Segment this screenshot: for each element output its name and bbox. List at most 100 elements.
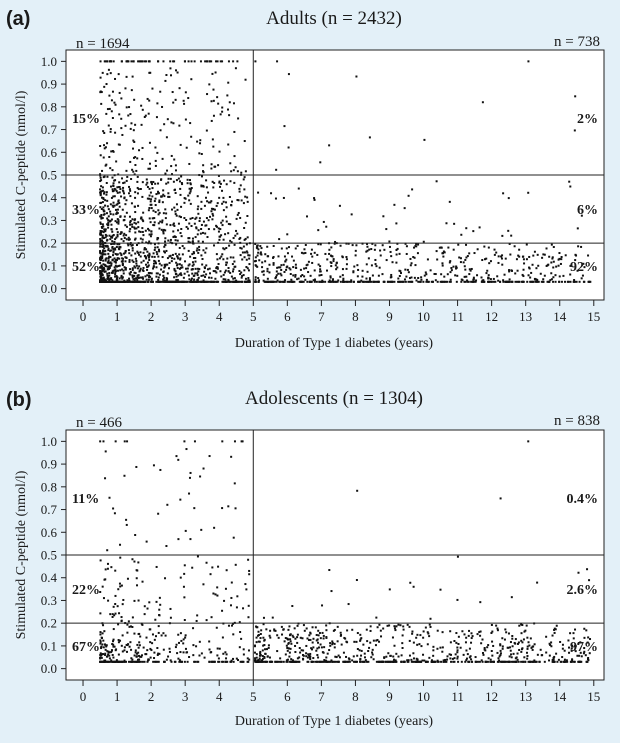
data-point bbox=[191, 261, 194, 264]
data-point bbox=[99, 221, 102, 224]
data-point bbox=[309, 274, 312, 277]
data-point bbox=[102, 213, 105, 216]
data-point bbox=[309, 655, 312, 658]
data-point bbox=[313, 197, 316, 200]
data-point bbox=[219, 60, 222, 63]
x-axis-label: Duration of Type 1 diabetes (years) bbox=[235, 336, 434, 351]
data-point bbox=[518, 624, 521, 627]
data-point bbox=[148, 272, 151, 275]
data-point bbox=[158, 652, 161, 655]
data-point bbox=[123, 192, 126, 195]
data-point bbox=[282, 196, 285, 199]
data-point bbox=[174, 273, 177, 276]
data-point bbox=[239, 660, 242, 663]
data-point bbox=[527, 191, 530, 194]
data-point bbox=[131, 280, 134, 283]
data-point bbox=[367, 257, 370, 260]
data-point bbox=[136, 157, 139, 160]
data-point bbox=[328, 649, 331, 652]
data-point bbox=[239, 280, 242, 283]
data-point bbox=[294, 637, 297, 640]
data-point bbox=[111, 615, 114, 618]
data-point bbox=[507, 632, 510, 635]
data-point bbox=[443, 251, 446, 254]
data-point bbox=[284, 279, 287, 282]
data-point bbox=[111, 280, 114, 283]
data-point bbox=[207, 219, 210, 222]
data-point bbox=[102, 231, 105, 234]
data-point bbox=[149, 656, 152, 659]
data-point bbox=[227, 624, 230, 627]
data-point bbox=[483, 280, 486, 283]
data-point bbox=[204, 275, 207, 278]
data-point bbox=[370, 656, 373, 659]
data-point bbox=[497, 255, 500, 258]
data-point bbox=[101, 245, 104, 248]
data-point bbox=[226, 94, 229, 97]
data-point bbox=[155, 280, 158, 283]
data-point bbox=[146, 186, 149, 189]
data-point bbox=[551, 634, 554, 637]
data-point bbox=[131, 267, 134, 270]
data-point bbox=[356, 632, 359, 635]
data-point bbox=[261, 649, 264, 652]
data-point bbox=[338, 656, 341, 659]
data-point bbox=[213, 228, 216, 231]
data-point bbox=[414, 264, 417, 267]
data-point bbox=[254, 256, 257, 259]
data-point bbox=[227, 143, 230, 146]
data-point bbox=[183, 272, 186, 275]
data-point bbox=[111, 230, 114, 233]
data-point bbox=[318, 631, 321, 634]
data-point bbox=[315, 639, 318, 642]
data-point bbox=[133, 140, 136, 143]
data-point bbox=[440, 273, 443, 276]
data-point bbox=[209, 215, 212, 218]
data-point bbox=[123, 181, 126, 184]
data-point bbox=[558, 252, 561, 255]
data-point bbox=[180, 639, 183, 642]
data-point bbox=[240, 440, 243, 443]
data-point bbox=[111, 613, 114, 616]
data-point bbox=[330, 265, 333, 268]
data-point bbox=[205, 224, 208, 227]
data-point bbox=[227, 222, 230, 225]
data-point bbox=[159, 468, 162, 471]
data-point bbox=[243, 256, 246, 259]
data-point bbox=[128, 215, 131, 218]
data-point bbox=[370, 280, 373, 283]
data-point bbox=[187, 264, 190, 267]
data-point bbox=[435, 250, 438, 253]
data-point bbox=[537, 280, 540, 283]
data-point bbox=[332, 260, 335, 263]
data-point bbox=[183, 217, 186, 220]
data-point bbox=[148, 274, 151, 277]
data-point bbox=[178, 87, 181, 90]
data-point bbox=[572, 632, 575, 635]
data-point bbox=[339, 280, 342, 283]
data-point bbox=[154, 246, 157, 249]
data-point bbox=[563, 658, 566, 661]
data-point bbox=[178, 280, 181, 283]
data-point bbox=[263, 644, 266, 647]
data-point bbox=[526, 647, 529, 650]
data-point bbox=[137, 633, 140, 636]
data-point bbox=[137, 226, 140, 229]
data-point bbox=[532, 254, 535, 257]
data-point bbox=[430, 660, 433, 663]
data-point bbox=[538, 660, 541, 663]
data-point bbox=[107, 276, 110, 279]
data-point bbox=[102, 156, 105, 159]
data-point bbox=[121, 634, 124, 637]
data-point bbox=[174, 239, 177, 242]
data-point bbox=[157, 213, 160, 216]
data-point bbox=[107, 68, 110, 71]
data-point bbox=[209, 573, 212, 576]
data-point bbox=[107, 275, 110, 278]
data-point bbox=[577, 571, 580, 574]
data-point bbox=[124, 256, 127, 259]
data-point bbox=[145, 278, 148, 281]
data-point bbox=[408, 277, 411, 280]
data-point bbox=[119, 269, 122, 272]
data-point bbox=[315, 649, 318, 652]
